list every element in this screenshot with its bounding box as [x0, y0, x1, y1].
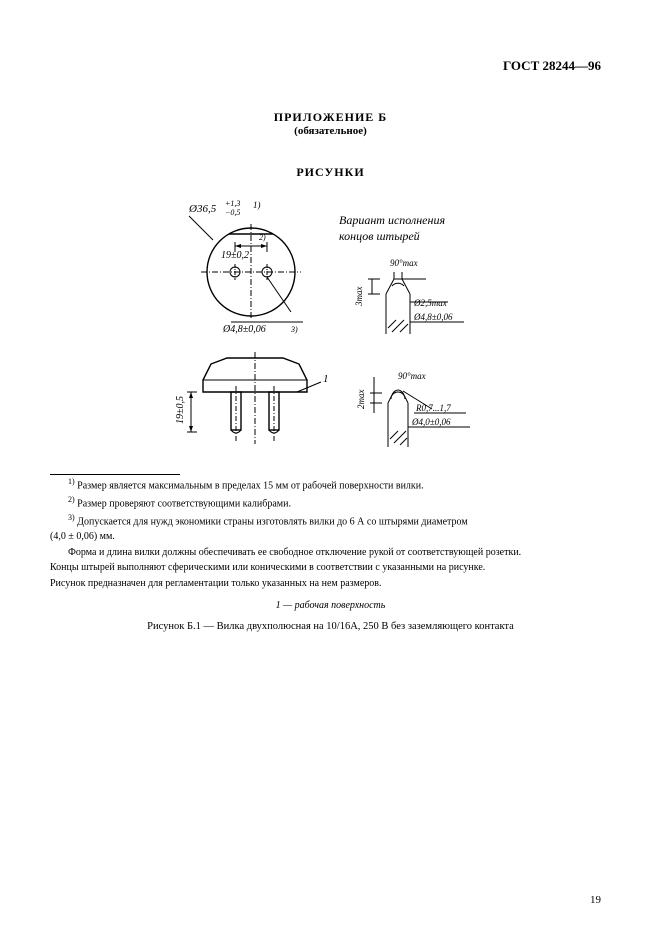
dim-ball-angle: 90°max — [398, 371, 426, 381]
leader-1: 1 — [323, 373, 329, 385]
dim-ball-base: Ø4,0±0,06 — [411, 417, 451, 427]
standard-header: ГОСТ 28244—96 — [503, 58, 601, 74]
figure-drawing: Ø36,5 +1,3 −0,5 1) 19±0,2 2) Ø4,8±0,06 3… — [50, 194, 611, 464]
variant-label-1: Вариант исполнения — [339, 213, 445, 227]
note-body-1: Форма и длина вилки должны обеспечивать … — [50, 546, 611, 560]
footnote-rule — [50, 474, 180, 475]
footnotes: 1) Размер является максимальным в предел… — [50, 477, 611, 590]
footnote-3a: 3) Допускается для нужд экономики страны… — [50, 513, 611, 529]
note-body-3: Рисунок предназначен для регламентации т… — [50, 577, 611, 591]
figure-caption: Рисунок Б.1 — Вилка двухполюсная на 10/1… — [50, 621, 611, 632]
dim-pin-diam: Ø4,8±0,06 — [222, 324, 266, 335]
footnote-2: 2) Размер проверяют соответствующими кал… — [50, 495, 611, 511]
note-body-2: Концы штырей выполняют сферическими или … — [50, 561, 611, 575]
plug-drawing-svg: Ø36,5 +1,3 −0,5 1) 19±0,2 2) Ø4,8±0,06 3… — [171, 194, 491, 464]
note1-marker: 1) — [253, 200, 261, 210]
page-number: 19 — [590, 894, 601, 906]
dim-cone-base: Ø4,8±0,06 — [413, 312, 453, 322]
appendix-subtitle: (обязательное) — [50, 125, 611, 137]
dim-cone-angle: 90°max — [390, 258, 418, 268]
dim-cone-tip: Ø2,5max — [413, 298, 447, 308]
dim-cone-h: 3max — [354, 287, 364, 308]
dim-circle-tol-up: +1,3 — [225, 199, 240, 208]
dim-pin-spacing: 19±0,2 — [221, 250, 249, 261]
appendix-title: ПРИЛОЖЕНИЕ Б — [50, 110, 611, 125]
dim-side-h: 19±0,5 — [175, 396, 186, 424]
note2-marker: 2) — [259, 233, 266, 242]
dim-circle-diam: Ø36,5 — [188, 203, 217, 215]
page: ГОСТ 28244—96 ПРИЛОЖЕНИЕ Б (обязательное… — [0, 0, 661, 936]
variant-label-2: концов штырей — [339, 229, 420, 243]
dim-ball-r: R0,7...1,7 — [415, 403, 451, 413]
footnote-3b: (4,0 ± 0,06) мм. — [50, 530, 611, 544]
dim-ball-h: 2max — [356, 390, 366, 410]
footnote-1: 1) Размер является максимальным в предел… — [50, 477, 611, 493]
figure-legend: 1 — рабочая поверхность — [50, 600, 611, 611]
dim-circle-tol-low: −0,5 — [225, 208, 240, 217]
note3-marker: 3) — [290, 325, 298, 334]
section-title: РИСУНКИ — [50, 165, 611, 180]
